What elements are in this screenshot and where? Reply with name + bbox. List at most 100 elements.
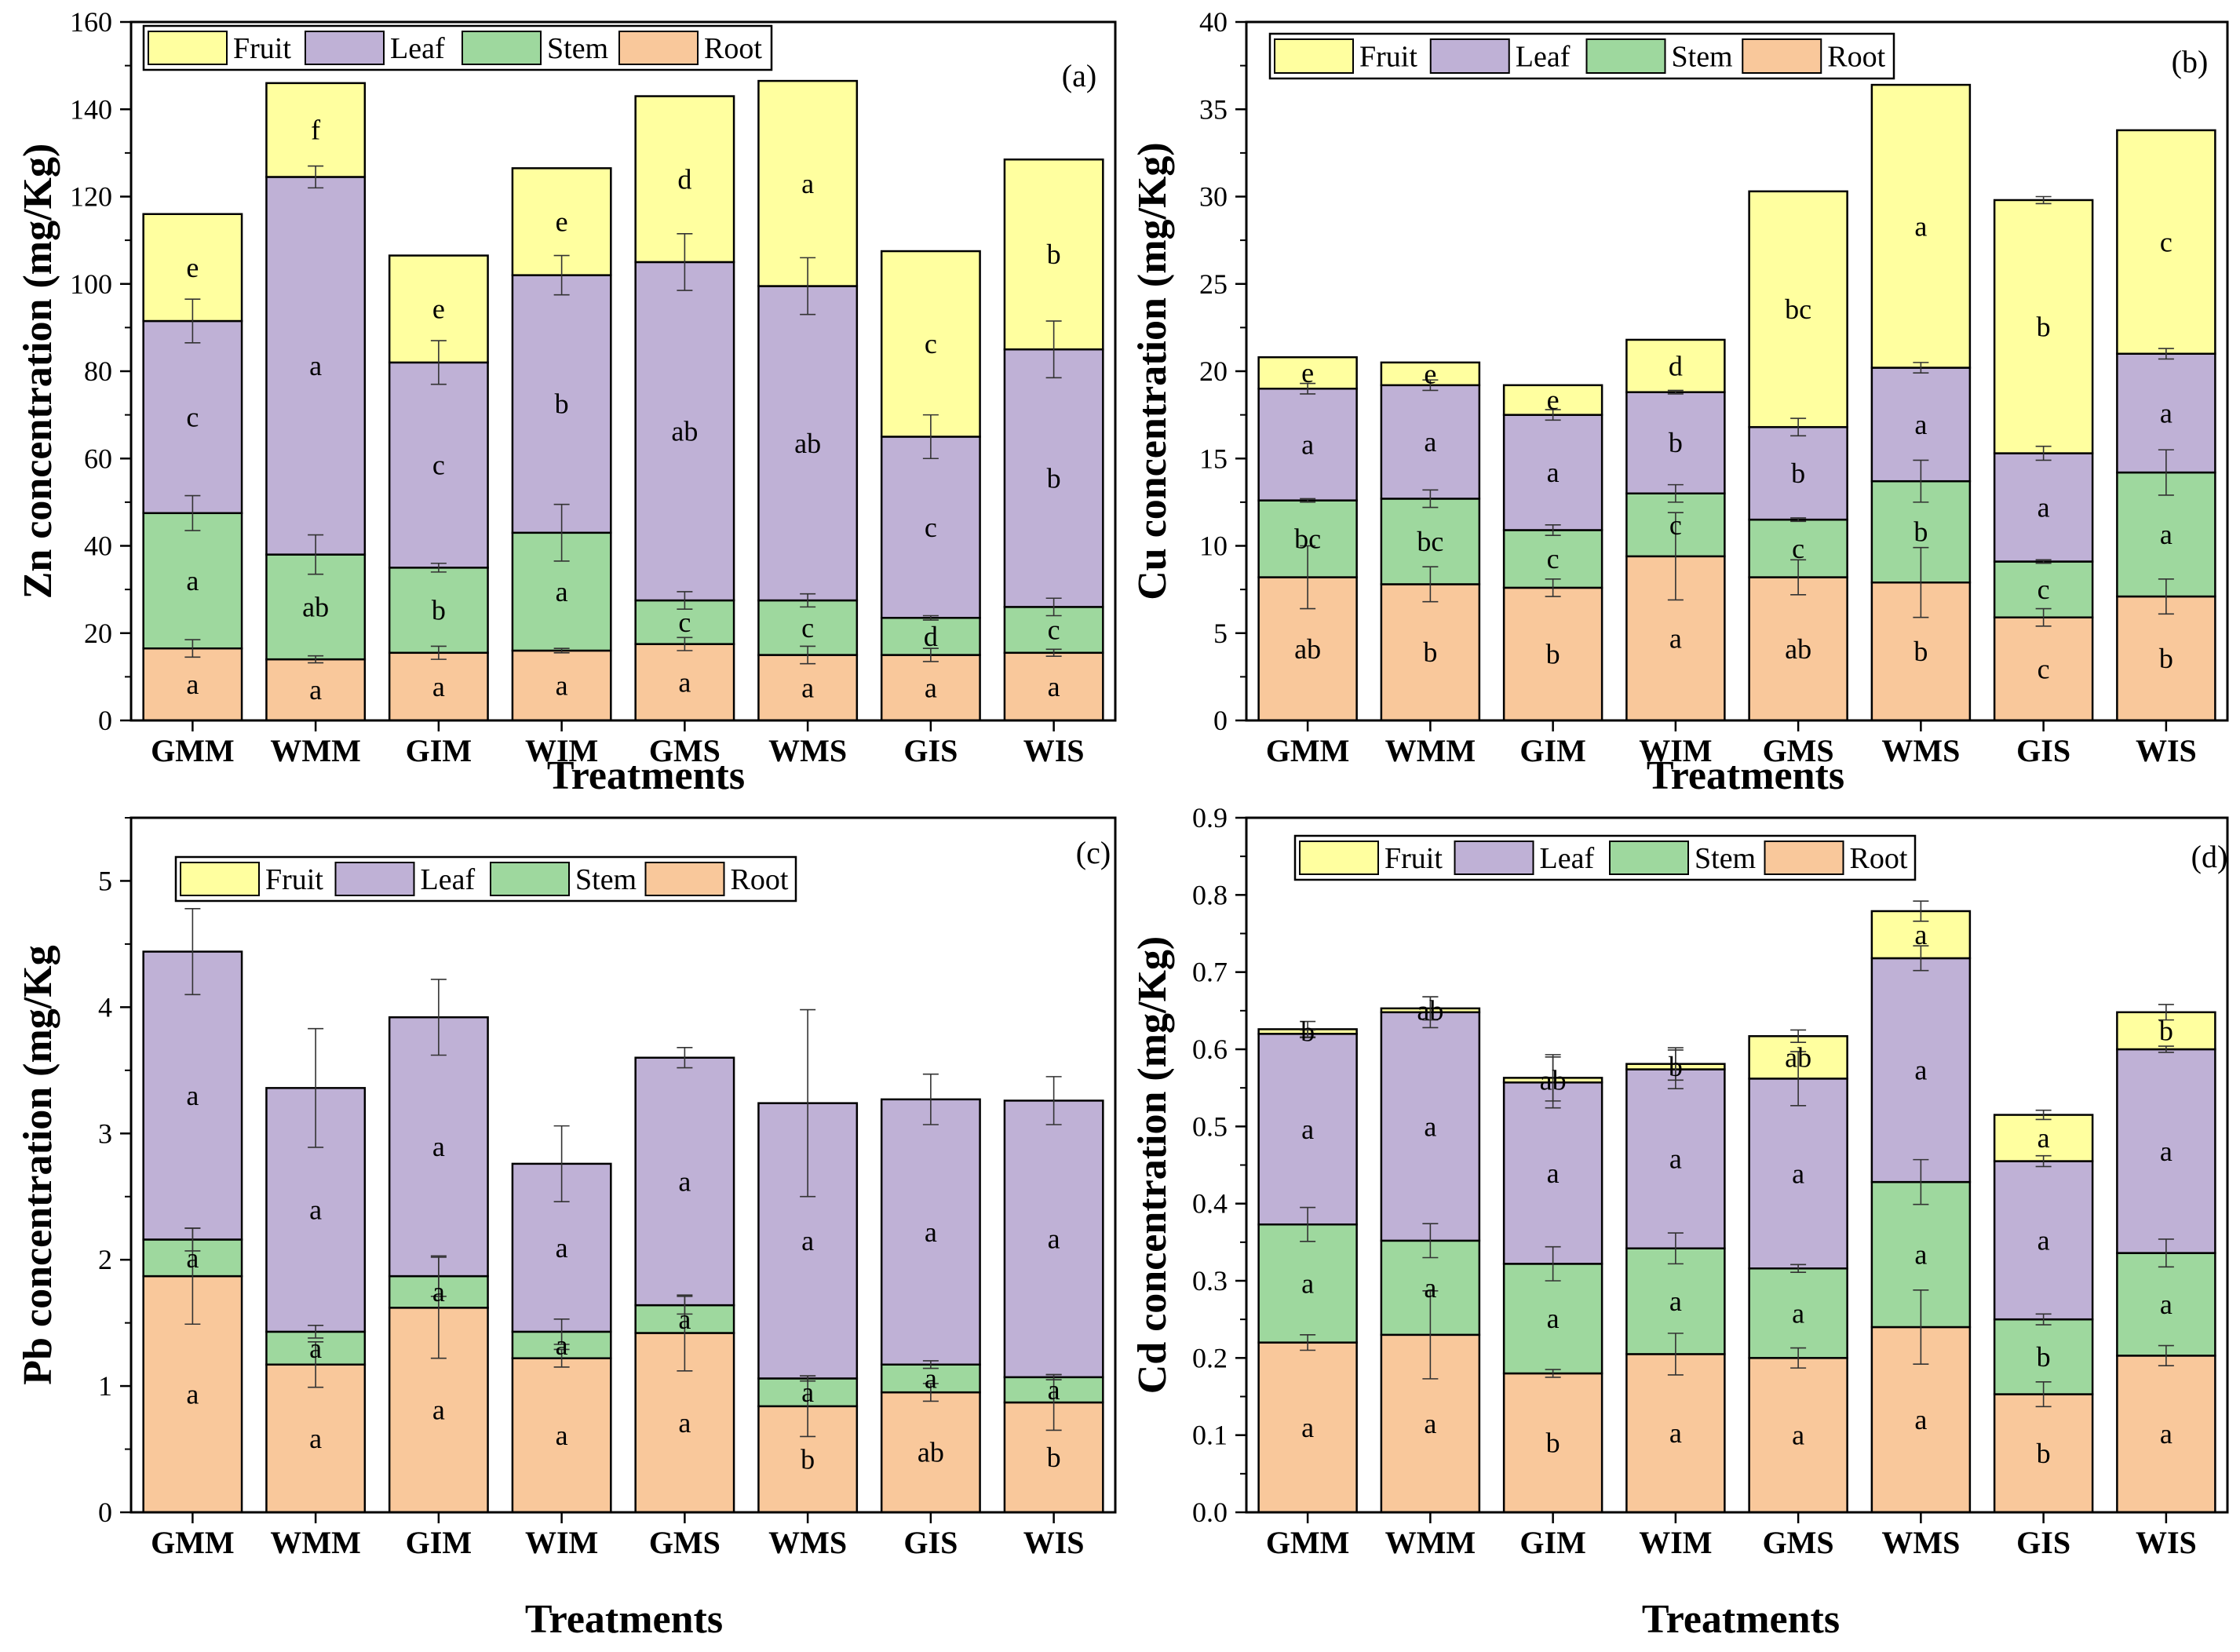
sig-letter-leaf-gms: b xyxy=(1791,458,1805,489)
sig-letter-fruit-wmm: ab xyxy=(1417,994,1443,1026)
y-tick-label: 0.1 xyxy=(1192,1420,1228,1451)
error-bar-leaf-gim xyxy=(430,979,447,1056)
y-tick-label: 35 xyxy=(1199,93,1228,125)
bar-leaf-wim xyxy=(1625,391,1726,495)
x-tick-label-gim: GIM xyxy=(406,733,472,768)
legend-swatch-leaf xyxy=(305,31,385,65)
error-bar-leaf-wis xyxy=(1045,320,1062,379)
legend-swatch-fruit xyxy=(1274,38,1354,74)
sig-letter-stem-gis: a xyxy=(925,1362,937,1394)
bar-leaf-gim xyxy=(1502,1081,1603,1265)
sig-letter-root-gms: a xyxy=(678,666,691,698)
bar-leaf-wms xyxy=(1870,957,1972,1183)
y-axis-title: Zn concentration (mg/Kg) xyxy=(16,144,60,600)
sig-letter-root-gmm: ab xyxy=(1294,633,1321,665)
error-bar-leaf-wmm xyxy=(308,165,324,189)
sig-letter-fruit-wim: d xyxy=(1669,350,1683,381)
sig-letter-stem-gim: b xyxy=(432,595,446,626)
error-bar-leaf-gis xyxy=(922,414,939,460)
error-bar-root-wis xyxy=(1045,648,1062,658)
y-tick-label: 60 xyxy=(84,443,112,474)
y-tick-label: 0.0 xyxy=(1192,1497,1228,1528)
bar-fruit-wms xyxy=(1870,83,1972,369)
sig-letter-root-wms: a xyxy=(1914,1404,1927,1435)
error-bar-leaf-wim xyxy=(553,254,570,296)
sig-letter-stem-gmm: bc xyxy=(1294,523,1321,555)
legend-swatch-stem xyxy=(1609,841,1689,875)
sig-letter-root-gms: a xyxy=(678,1407,691,1439)
y-axis-title: Pb concentration (mg/Kg xyxy=(16,945,60,1384)
sig-letter-leaf-gmm: c xyxy=(186,401,199,432)
sig-letter-leaf-wmm: a xyxy=(309,350,322,381)
sig-letter-fruit-wms: a xyxy=(801,168,814,199)
legend-swatch-fruit xyxy=(1299,841,1379,875)
error-bar-leaf-wmm xyxy=(308,1027,324,1148)
x-tick-label-gmm: GMM xyxy=(1266,733,1350,768)
sig-letter-leaf-gis: c xyxy=(925,512,937,543)
sig-letter-stem-wis: c xyxy=(1048,614,1060,646)
legend-swatch-leaf xyxy=(1429,38,1510,74)
bar-fruit-gis xyxy=(1993,199,2094,454)
error-bar-stem-wms xyxy=(800,1375,816,1382)
error-bar-stem-gmm xyxy=(184,1227,201,1252)
bar-root-wis xyxy=(1003,651,1104,722)
legend-label-fruit: Fruit xyxy=(265,863,323,896)
legend-label-stem: Stem xyxy=(575,863,637,896)
y-tick-label: 15 xyxy=(1199,443,1228,474)
legend-swatch-root xyxy=(618,31,699,65)
sig-letter-fruit-gis: a xyxy=(2038,1122,2050,1154)
y-tick-label: 100 xyxy=(70,268,112,300)
y-tick-label: 0 xyxy=(1213,705,1228,736)
sig-letter-fruit-wis: c xyxy=(2160,226,2173,257)
error-bar-stem-wmm xyxy=(308,534,324,575)
sig-letter-root-gim: a xyxy=(432,1395,445,1426)
legend: Fruit Leaf Stem Root xyxy=(1268,32,1895,80)
error-bar-stem-gis xyxy=(922,1360,939,1369)
legend-label-root: Root xyxy=(704,32,762,65)
y-tick-label: 0.9 xyxy=(1192,802,1228,833)
legend-label-stem: Stem xyxy=(1672,41,1733,74)
bar-leaf-gim xyxy=(388,361,489,569)
sig-letter-stem-wms: c xyxy=(801,612,814,644)
bar-stem-wis xyxy=(2116,1252,2216,1357)
bar-fruit-wms xyxy=(757,79,859,287)
error-bar-root-wim xyxy=(1667,512,1684,601)
sig-letter-leaf-wms: a xyxy=(1914,409,1927,440)
sig-letter-stem-gms: c xyxy=(678,607,691,638)
error-bar-leaf-gim xyxy=(430,340,447,385)
sig-letter-root-wim: a xyxy=(556,1420,568,1451)
x-tick-label-gim: GIM xyxy=(1519,733,1585,768)
error-bar-root-gmm xyxy=(1300,1334,1316,1351)
x-tick-label-gms: GMS xyxy=(649,1525,721,1560)
sig-letter-root-wim: a xyxy=(1669,622,1682,654)
y-tick-label: 0.2 xyxy=(1192,1342,1228,1373)
x-tick-label-gis: GIS xyxy=(2016,733,2070,768)
sig-letter-root-wis: a xyxy=(2160,1418,2173,1450)
error-bar-leaf-gis xyxy=(2035,445,2052,461)
y-tick-label: 20 xyxy=(84,618,112,649)
error-bar-root-gms xyxy=(677,636,693,651)
bar-fruit-gms xyxy=(1748,190,1848,428)
legend-swatch-fruit xyxy=(180,862,260,896)
sig-letter-fruit-gim: e xyxy=(432,294,445,325)
x-tick-label-wmm: WMM xyxy=(1385,1525,1476,1560)
x-tick-label-wms: WMS xyxy=(1881,1525,1960,1560)
error-bar-fruit-gim xyxy=(1545,1054,1561,1102)
sig-letter-root-gmm: a xyxy=(1301,1412,1314,1443)
error-bar-leaf-wms xyxy=(800,257,816,315)
bar-leaf-gmm xyxy=(142,319,243,515)
y-tick-label: 0 xyxy=(98,1497,112,1528)
sig-letter-root-gim: a xyxy=(432,671,445,702)
x-axis-title: Treatments xyxy=(525,1597,723,1642)
error-bar-root-wmm xyxy=(1422,1289,1439,1380)
sig-letter-leaf-gms: a xyxy=(678,1165,691,1197)
error-bar-stem-gis xyxy=(2035,1313,2052,1326)
sig-letter-root-wmm: a xyxy=(1424,1408,1436,1439)
panel-label: (c) xyxy=(1076,835,1111,870)
y-tick-label: 0 xyxy=(98,705,112,736)
sig-letter-root-wim: a xyxy=(1669,1417,1682,1449)
error-bar-root-wms xyxy=(1913,546,1929,618)
legend: Fruit Leaf Stem Root xyxy=(174,855,797,903)
error-bar-leaf-wms xyxy=(1913,945,1929,972)
